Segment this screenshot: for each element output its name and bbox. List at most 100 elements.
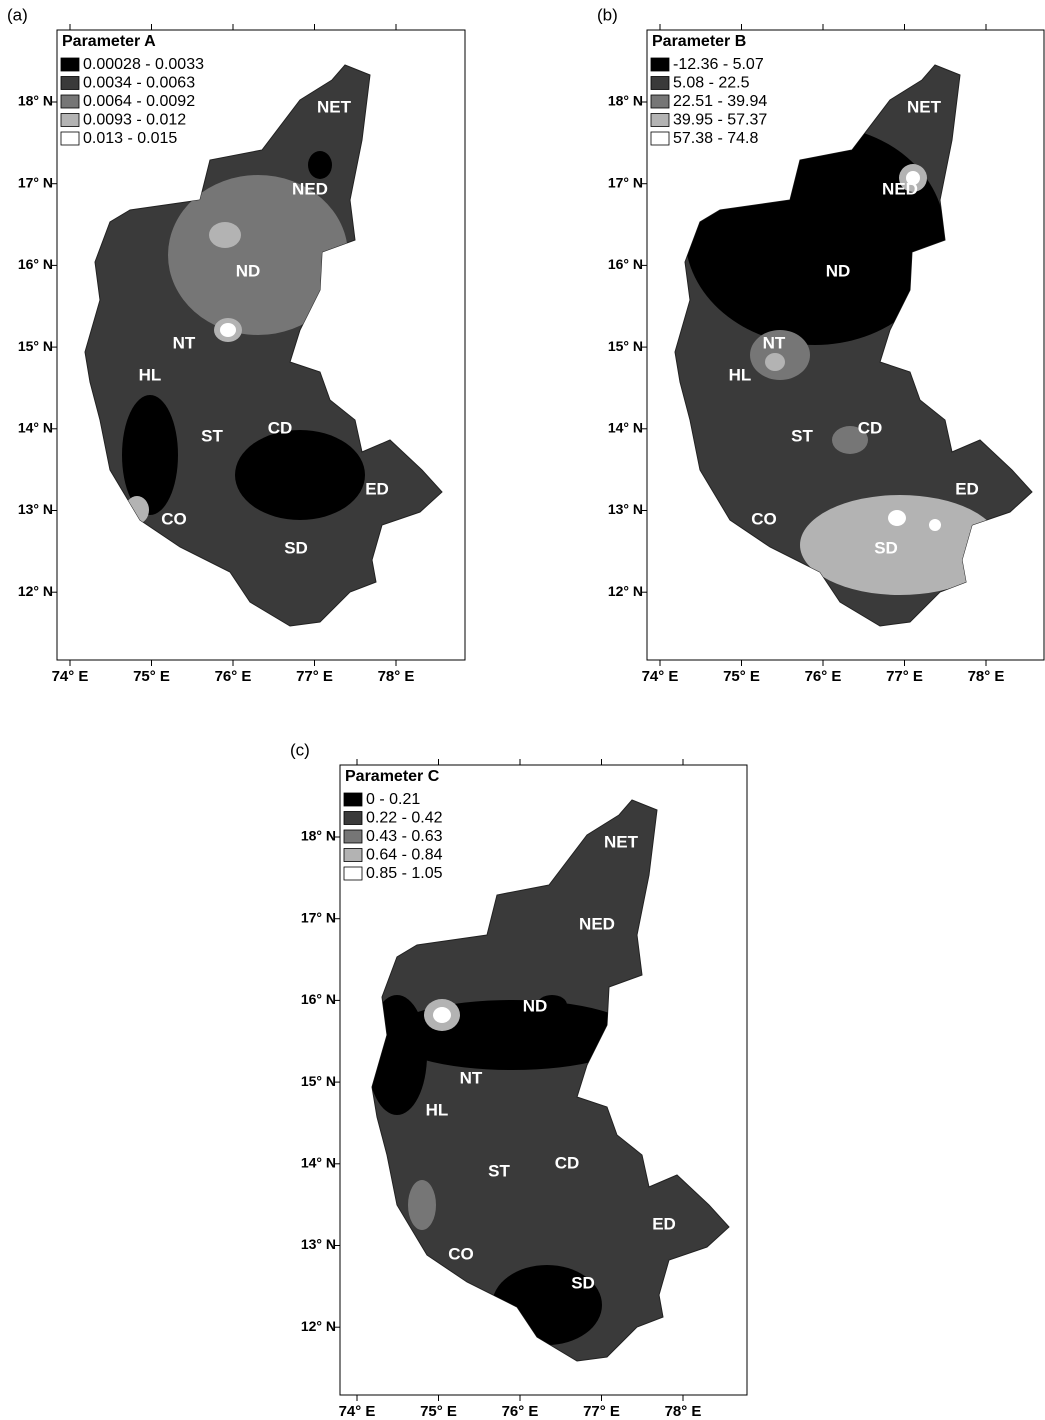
legend-label: 0.00028 - 0.0033: [83, 56, 204, 73]
zone: [906, 171, 920, 185]
region-label: CD: [268, 418, 293, 437]
x-tick-label: 77° E: [583, 1403, 620, 1420]
panel-label: (c): [290, 740, 310, 759]
map-panel: (a) 74° E 75° E 76° E 77° E 78° E 18° N 17° N 16…: [7, 5, 466, 685]
region-label: SD: [571, 1273, 595, 1292]
region-label: NED: [292, 179, 328, 198]
legend-swatch: [343, 848, 363, 862]
zone: [685, 125, 945, 345]
legend-label: -12.36 - 5.07: [673, 56, 764, 73]
legend-swatch: [60, 57, 80, 72]
y-tick-label: 14° N: [608, 420, 643, 436]
region-label: NT: [460, 1068, 483, 1087]
zone: [929, 519, 941, 531]
panel-label: (b): [597, 5, 618, 24]
region-label: NET: [604, 832, 639, 851]
legend-swatch: [650, 57, 670, 72]
legend-swatch: [343, 811, 363, 825]
x-tick-label: 74° E: [339, 1403, 376, 1420]
legend-swatch: [60, 131, 80, 146]
zones: [372, 995, 637, 1345]
region-label: NED: [579, 914, 615, 933]
x-tick-label: 78° E: [968, 668, 1005, 685]
zone: [537, 995, 567, 1015]
zone: [408, 1180, 436, 1230]
legend-label: 0.0093 - 0.012: [83, 112, 186, 129]
zone: [888, 510, 906, 526]
legend-label: 0.64 - 0.84: [366, 847, 443, 864]
y-tick-label: 17° N: [301, 909, 336, 925]
legend-label: 57.38 - 74.8: [673, 130, 759, 147]
region-label: ST: [201, 426, 223, 445]
legend-swatch: [650, 113, 670, 127]
y-tick-label: 16° N: [301, 991, 336, 1007]
y-tick-label: 16° N: [608, 256, 643, 272]
region-label: HL: [426, 1100, 449, 1119]
y-tick-label: 12° N: [608, 583, 643, 599]
legend-swatch: [60, 94, 80, 109]
region-label: ST: [488, 1161, 510, 1180]
map-frame: [339, 764, 748, 1396]
zone: [372, 995, 427, 1115]
region-label: ND: [826, 261, 851, 280]
y-tick-label: 18° N: [18, 93, 53, 109]
zone: [308, 151, 332, 179]
zone: [765, 353, 785, 371]
map-panel: (b) 74° E 75° E 76° E 77° E 78° E 18° N 17° N 16…: [597, 5, 1045, 685]
legend-label: 0.0064 - 0.0092: [83, 93, 195, 110]
region-label: CD: [555, 1153, 580, 1172]
region-label: HL: [139, 365, 162, 384]
region-label: ND: [236, 261, 261, 280]
map-panel: (c) 74° E 75° E 76° E 77° E 78° E 18° N 17° N 16…: [290, 740, 748, 1420]
region-label: CO: [161, 509, 187, 528]
y-tick-label: 13° N: [608, 501, 643, 517]
y-tick-label: 13° N: [301, 1236, 336, 1252]
y-tick-label: 17° N: [608, 174, 643, 190]
zone: [800, 495, 1000, 595]
region-label: NET: [907, 97, 942, 116]
y-tick-label: 15° N: [608, 338, 643, 354]
legend-swatch: [650, 76, 670, 90]
region-label: ED: [365, 479, 389, 498]
y-tick-label: 18° N: [301, 828, 336, 844]
region-label: NT: [173, 333, 196, 352]
y-tick-label: 17° N: [18, 174, 53, 190]
region-label: NT: [763, 333, 786, 352]
panel-label: (a): [7, 5, 28, 24]
map-frame: [646, 29, 1045, 661]
legend-label: 0.22 - 0.42: [366, 810, 443, 827]
legend-label: 0.43 - 0.63: [366, 828, 443, 845]
x-tick-label: 77° E: [886, 668, 923, 685]
region-label: ED: [652, 1214, 676, 1233]
region-label: SD: [874, 538, 898, 557]
legend-label: 0.85 - 1.05: [366, 865, 443, 882]
x-tick-label: 77° E: [296, 668, 333, 685]
zone: [433, 1007, 451, 1023]
zone: [235, 430, 365, 520]
region-label: HL: [729, 365, 752, 384]
legend-title: Parameter B: [652, 33, 746, 50]
legend-label: 0.013 - 0.015: [83, 130, 177, 147]
y-tick-label: 18° N: [608, 93, 643, 109]
legend-title: Parameter A: [62, 33, 156, 50]
legend-swatch: [60, 76, 80, 90]
legend-swatch: [343, 829, 363, 844]
legend-swatch: [650, 94, 670, 109]
map-frame: [56, 29, 466, 661]
legend-label: 22.51 - 39.94: [673, 93, 767, 110]
x-tick-label: 75° E: [723, 668, 760, 685]
legend-swatch: [343, 792, 363, 807]
x-tick-label: 74° E: [642, 668, 679, 685]
y-tick-label: 14° N: [301, 1155, 336, 1171]
region-label: CD: [858, 418, 883, 437]
legend-swatch: [343, 866, 363, 881]
x-tick-label: 76° E: [502, 1403, 539, 1420]
region-label: NED: [882, 179, 918, 198]
zone: [209, 222, 241, 248]
y-tick-label: 16° N: [18, 256, 53, 272]
zone: [168, 175, 348, 335]
region-label: CO: [751, 509, 777, 528]
state-outline: [84, 64, 443, 627]
legend-label: 0.0034 - 0.0063: [83, 75, 195, 92]
